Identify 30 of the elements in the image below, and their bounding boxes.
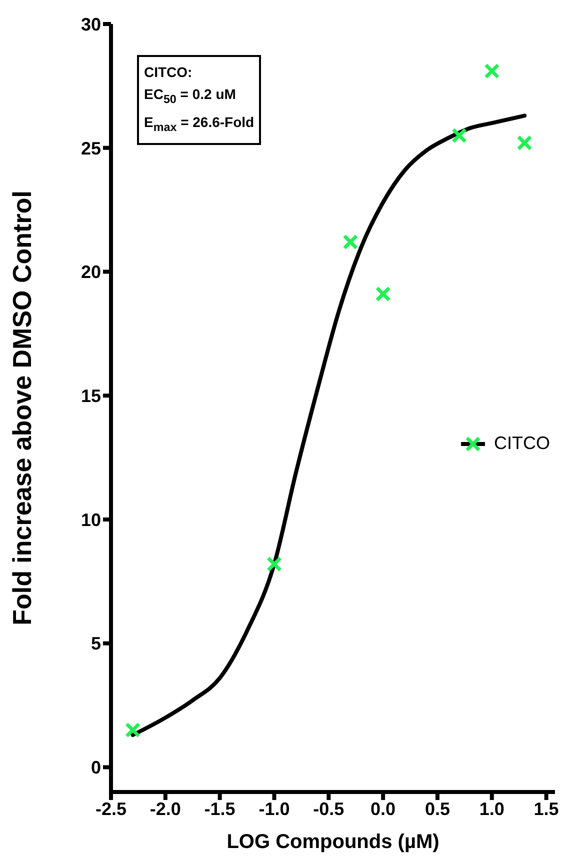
x-tick-label: 1.0 (479, 798, 504, 819)
text-box: CITCO: EC$_{50}$ = 0.2 uM E$_{max}$ = 26.6-Fold (137, 55, 262, 145)
point (375, 286, 391, 302)
legend-label: CITCO (494, 433, 550, 454)
x-tick-label: 1.5 (534, 798, 559, 819)
y-tick-label: 20 (80, 262, 101, 282)
y-tick-label: 15 (80, 386, 101, 406)
x-tick-label: -2.5 (95, 798, 127, 819)
point (451, 128, 467, 144)
x-tick-label: -1.5 (204, 798, 236, 819)
x-tick-label: -1.0 (258, 798, 290, 819)
point (266, 556, 282, 572)
point (125, 722, 141, 738)
y-axis-title: Fold increase above DMSO Control (7, 190, 38, 626)
annotation: E$_{max}$ = 26.6-Fold (144, 112, 254, 136)
x-tick-label: 0.5 (424, 798, 450, 819)
y-tick-label: 10 (80, 510, 101, 530)
y-tick-label: 0 (90, 758, 101, 778)
x-tick-label: 0.0 (370, 798, 396, 819)
point (516, 135, 532, 151)
y-tick-label: 5 (90, 634, 101, 654)
y-tick-label: 25 (80, 138, 101, 158)
annotation: EC$_{50}$ = 0.2 uM (144, 85, 237, 108)
point (342, 234, 358, 250)
x-tick-label: -2.0 (150, 798, 181, 819)
x-tick-label: -0.5 (313, 798, 344, 819)
y-tick-label: 30 (80, 14, 101, 34)
annotation: CITCO: (144, 63, 194, 82)
x-axis-title: LOG Compounds (µM) (226, 831, 440, 853)
point (484, 63, 500, 79)
